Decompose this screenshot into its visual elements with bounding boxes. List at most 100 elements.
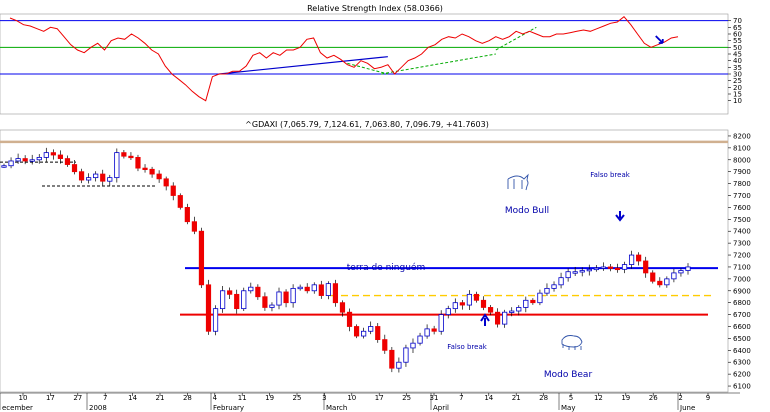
- candle-body: [78, 171, 85, 181]
- candle-body: [671, 272, 677, 280]
- price-tick-label: 6400: [733, 347, 751, 355]
- price-tick-label: 6700: [733, 311, 751, 319]
- annotation-falso-break-top: Falso break: [590, 171, 631, 179]
- candle: [600, 262, 606, 271]
- bull-shape: [507, 173, 529, 191]
- bull-icon: [507, 173, 529, 191]
- candle: [262, 292, 268, 311]
- price-panel: ^GDAXI (7,065.79, 7,124.61, 7,063.80, 7,…: [0, 120, 751, 393]
- candle-body: [198, 230, 205, 286]
- candle-body: [36, 156, 42, 161]
- x-tick-label: 25: [402, 394, 411, 402]
- candle: [346, 308, 353, 332]
- price-tick-label: 7900: [733, 168, 751, 176]
- x-tick-label: 25: [293, 394, 302, 402]
- bear-icon: [561, 335, 583, 350]
- x-axis: 10 17 27 7 14 21 28 4 11 19 25 3 10 17 25 31 7 14 21 28 5 12 1…: [0, 392, 740, 412]
- x-month-label: June: [679, 404, 695, 412]
- candle-body: [438, 314, 444, 332]
- candle-body: [445, 308, 451, 315]
- rsi-trendline-green-left: [347, 62, 388, 75]
- candle: [339, 300, 346, 317]
- candle: [664, 276, 670, 288]
- x-tick-label: 19: [265, 394, 274, 402]
- price-annotations: Modo Bull Falso break terra de ninguém F…: [347, 171, 631, 380]
- rsi-tick-label: 15: [733, 91, 742, 99]
- candle-body: [516, 307, 522, 312]
- x-tick-label: 4: [213, 394, 218, 402]
- candle: [466, 290, 473, 310]
- candle-body: [466, 293, 473, 306]
- price-tick-label: 7200: [733, 252, 751, 260]
- candle-body: [50, 152, 56, 156]
- x-tick-label: 14: [128, 394, 137, 402]
- candle-body: [657, 280, 663, 286]
- candle: [650, 270, 656, 284]
- annotation-modo-bull: Modo Bull: [505, 206, 549, 216]
- candle-body: [276, 291, 282, 306]
- x-tick-label: 14: [484, 394, 493, 402]
- x-tick-label: 27: [73, 394, 82, 402]
- rsi-tick-label: 30: [733, 71, 742, 79]
- candle: [593, 265, 599, 272]
- candle-body: [318, 284, 324, 296]
- candle-body: [149, 168, 155, 175]
- candle-body: [593, 267, 599, 271]
- candle-body: [530, 299, 536, 304]
- rsi-trendlines: [219, 26, 537, 75]
- candle-body: [551, 284, 557, 289]
- candle-body: [600, 266, 606, 269]
- candle-body: [614, 267, 621, 271]
- candle-body: [170, 185, 176, 196]
- candle-body: [311, 284, 317, 292]
- candle-body: [572, 271, 578, 274]
- x-month-label: February: [213, 404, 244, 412]
- candle: [685, 263, 691, 275]
- candle: [219, 286, 226, 313]
- candle: [248, 282, 254, 294]
- x-month-label: May: [561, 404, 575, 412]
- candle-body: [452, 302, 458, 310]
- price-tick-label: 6200: [733, 371, 751, 379]
- candle: [142, 164, 148, 173]
- candle: [678, 268, 684, 277]
- rsi-line: [9, 16, 679, 102]
- candle: [311, 282, 317, 294]
- price-arrows: [480, 211, 625, 326]
- candle: [565, 268, 571, 282]
- candle: [255, 284, 261, 300]
- candle: [586, 264, 592, 276]
- candle-body: [403, 347, 409, 363]
- candle-body: [586, 268, 592, 272]
- candle: [304, 283, 310, 294]
- candle: [332, 279, 339, 307]
- candle: [135, 154, 141, 172]
- candle: [36, 154, 42, 164]
- x-tick-label: 21: [512, 394, 521, 402]
- rsi-trendline-green-lower: [381, 53, 496, 75]
- candle: [156, 170, 162, 183]
- candle: [495, 308, 501, 328]
- candle: [403, 344, 409, 367]
- candle: [57, 150, 64, 164]
- x-tick-label: 21: [156, 394, 165, 402]
- candle-body: [219, 290, 226, 310]
- candle-body: [283, 291, 289, 304]
- candle: [431, 325, 437, 335]
- candle: [424, 324, 430, 339]
- rsi-tick-label: 25: [733, 77, 742, 85]
- candle: [241, 287, 247, 312]
- rsi-trendline-blue: [219, 56, 388, 75]
- candle: [22, 155, 28, 165]
- candle: [325, 281, 331, 300]
- price-tick-label: 7300: [733, 240, 751, 248]
- x-tick-label: 28: [539, 394, 548, 402]
- x-tick-label: 17: [375, 394, 384, 402]
- price-tick-label: 7100: [733, 263, 751, 271]
- candle: [318, 280, 324, 299]
- candle: [671, 268, 677, 283]
- x-tick-label: 28: [183, 394, 192, 402]
- candle-body: [234, 293, 240, 310]
- candle: [71, 160, 78, 175]
